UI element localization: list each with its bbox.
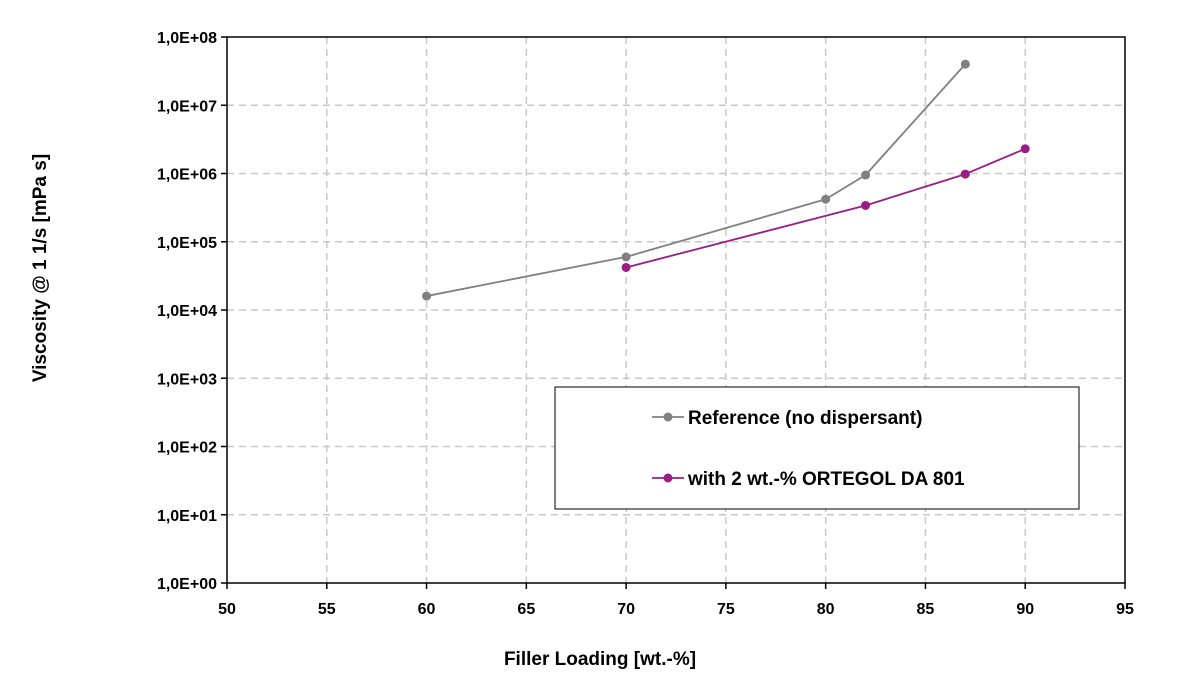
data-point-1 (1020, 144, 1030, 154)
legend-marker-ortegol (663, 473, 673, 483)
x-tick-label: 55 (318, 601, 336, 618)
data-point-1 (861, 200, 871, 210)
y-axis-title: Viscosity @ 1 1/s [mPa s] (30, 154, 51, 382)
x-tick-label: 65 (517, 601, 535, 618)
y-tick-label: 1,0E+02 (157, 440, 217, 457)
legend-box (554, 386, 1080, 510)
legend-marker-reference (663, 412, 673, 422)
y-tick-label: 1,0E+00 (157, 576, 217, 593)
data-point-0 (621, 252, 631, 262)
y-tick-label: 1,0E+03 (157, 371, 217, 388)
y-axis-ticks: 1,0E+00 1,0E+01 1,0E+02 1,0E+03 1,0E+04 1,0E+… (157, 30, 227, 593)
y-tick-label: 1,0E+04 (157, 303, 217, 320)
data-point-0 (960, 59, 970, 69)
y-tick-label: 1,0E+08 (157, 30, 217, 47)
x-tick-label: 70 (617, 601, 635, 618)
data-point-0 (861, 170, 871, 180)
x-axis-ticks: 50 55 60 65 70 75 80 85 90 95 (218, 583, 1134, 618)
y-tick-label: 1,0E+06 (157, 167, 217, 184)
x-tick-label: 75 (717, 601, 735, 618)
x-axis-title: Filler Loading [wt.-%] (504, 649, 696, 670)
x-tick-label: 85 (917, 601, 935, 618)
legend-label-ortegol: with 2 wt.-% ORTEGOL DA 801 (687, 469, 965, 490)
x-tick-label: 80 (817, 601, 835, 618)
data-point-0 (821, 194, 831, 204)
series-line-0 (426, 63, 967, 297)
x-tick-label: 60 (418, 601, 436, 618)
data-point-1 (960, 169, 970, 179)
legend-label-reference: Reference (no dispersant) (688, 408, 922, 429)
x-tick-label: 50 (218, 601, 236, 618)
data-point-0 (422, 291, 432, 301)
series-line-1 (625, 147, 1026, 269)
y-tick-label: 1,0E+07 (157, 98, 217, 115)
series-layer (422, 59, 1030, 301)
x-tick-label: 90 (1016, 601, 1034, 618)
legend: Reference (no dispersant) with 2 wt.-% O… (554, 386, 1080, 510)
data-point-1 (621, 262, 631, 272)
y-tick-label: 1,0E+01 (157, 508, 217, 525)
y-tick-label: 1,0E+05 (157, 235, 217, 252)
x-tick-label: 95 (1116, 601, 1134, 618)
